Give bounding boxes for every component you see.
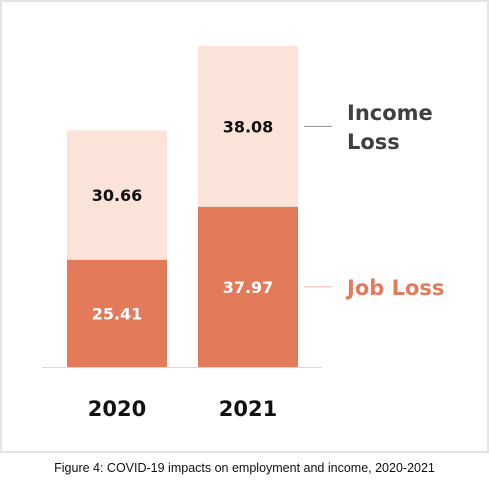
- bar-segment-income-loss-2020: [67, 130, 167, 260]
- bar-segment-income-loss-2021: [198, 46, 298, 207]
- x-tick-label-2020: 2020: [88, 397, 146, 421]
- legend-label-income-loss-line2: Loss: [347, 130, 400, 154]
- chart-frame: 25.41 30.66 2020 37.97 38.08 2021 Income Loss Jo…: [0, 0, 489, 453]
- data-label-income-loss-2020: 30.66: [92, 186, 143, 205]
- legend-label-income-loss-line1: Income: [347, 101, 433, 125]
- data-label-job-loss-2020: 25.41: [92, 304, 143, 323]
- bar-segment-job-loss-2021: [198, 206, 298, 367]
- legend-label-job-loss: Job Loss: [345, 276, 444, 300]
- x-tick-label-2021: 2021: [219, 397, 277, 421]
- data-label-job-loss-2021: 37.97: [223, 278, 274, 297]
- data-label-income-loss-2021: 38.08: [223, 117, 274, 136]
- bar-segment-job-loss-2020: [67, 259, 167, 367]
- stacked-bar-chart: 25.41 30.66 2020 37.97 38.08 2021 Income Loss Jo…: [42, 46, 444, 421]
- figure-caption: Figure 4: COVID-19 impacts on employment…: [54, 461, 435, 475]
